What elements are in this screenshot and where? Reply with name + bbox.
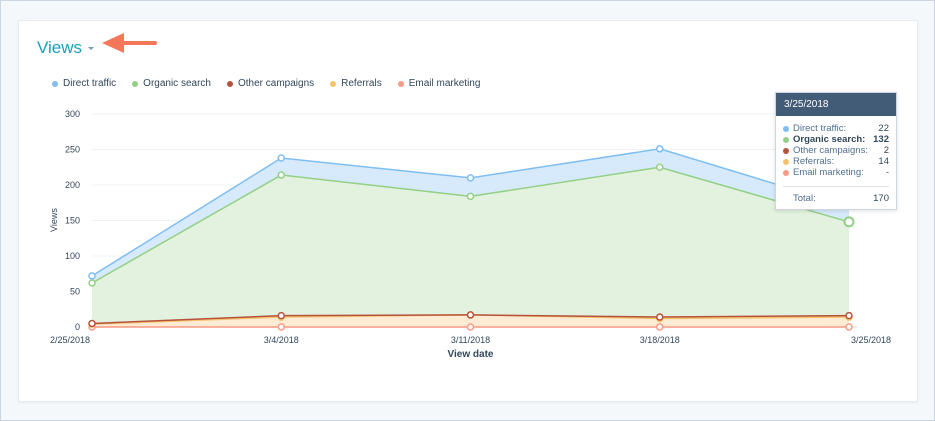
area-organic <box>92 167 849 324</box>
tooltip-row-other: Other campaigns: 2 <box>776 145 896 156</box>
tooltip-row-email: Email marketing: - <box>776 167 896 178</box>
point-organic <box>466 192 475 201</box>
legend-label: Referrals <box>341 78 382 89</box>
legend-item-email[interactable]: Email marketing <box>397 78 481 89</box>
y-tick-label: 250 <box>65 145 80 155</box>
point-organic <box>843 216 855 228</box>
x-tick-label: 3/4/2018 <box>264 335 299 345</box>
legend-label: Email marketing <box>408 78 481 89</box>
legend-dot-email <box>397 80 404 87</box>
tooltip-row-direct: Direct traffic: 22 <box>776 123 896 134</box>
y-tick-label: 50 <box>70 287 80 297</box>
tooltip-label: Organic search: <box>793 134 866 145</box>
tooltip-value: 14 <box>878 156 889 167</box>
legend-item-referrals[interactable]: Referrals <box>330 78 382 89</box>
tooltip-row-referrals: Referrals: 14 <box>776 156 896 167</box>
point-email <box>277 323 285 331</box>
point-organic <box>656 163 664 171</box>
tooltip-label: Email marketing: <box>793 167 864 178</box>
x-tick-label: 3/25/2018 <box>851 335 891 345</box>
y-tick-label: 150 <box>65 216 80 226</box>
tooltip-label: Other campaigns: <box>793 145 868 156</box>
legend-item-organic[interactable]: Organic search <box>132 78 211 89</box>
tooltip-divider <box>783 186 889 187</box>
chart-tooltip: 3/25/2018 Direct traffic: 22 Organic sear… <box>775 92 897 210</box>
point-other <box>845 311 853 320</box>
arrow-icon <box>102 33 157 53</box>
y-axis-label: Views <box>49 208 59 232</box>
point-other <box>277 311 285 320</box>
tooltip-total-value: 170 <box>873 193 889 204</box>
tooltip-row-organic: Organic search: 132 <box>776 134 896 145</box>
tooltip-dot <box>783 147 789 154</box>
legend-item-other[interactable]: Other campaigns <box>226 78 315 89</box>
caret-down-icon[interactable] <box>88 47 94 50</box>
point-other <box>466 311 475 319</box>
tooltip-value: 2 <box>883 145 889 156</box>
x-tick-label: 2/25/2018 <box>50 335 90 345</box>
point-direct <box>277 154 285 162</box>
tooltip-total-label: Total: <box>793 193 816 204</box>
legend-dot-organic <box>132 80 139 87</box>
views-dropdown[interactable]: Views <box>37 38 83 57</box>
legend-label: Direct traffic <box>63 78 117 89</box>
tooltip-dot <box>783 158 789 165</box>
point-direct <box>466 174 475 182</box>
tooltip-value: 22 <box>878 123 889 134</box>
tooltip-label: Referrals: <box>793 156 835 167</box>
y-tick-label: 200 <box>65 180 80 190</box>
tooltip-dot <box>783 125 789 132</box>
point-other <box>656 313 664 321</box>
tooltip-total: Total: 170 <box>776 193 896 204</box>
x-tick-label: 3/11/2018 <box>451 335 490 345</box>
y-tick-label: 0 <box>75 322 80 332</box>
point-email <box>656 323 664 331</box>
tooltip-label: Direct traffic: <box>793 123 847 134</box>
chart-legend: Direct traffic Organic search Other camp… <box>52 78 480 89</box>
legend-label: Other campaigns <box>237 78 315 89</box>
point-organic <box>277 171 285 179</box>
point-email <box>845 323 853 331</box>
legend-dot-other <box>226 80 233 87</box>
y-tick-label: 300 <box>65 109 80 119</box>
tooltip-dot <box>783 136 789 143</box>
point-other <box>88 319 96 328</box>
point-email <box>466 323 475 331</box>
tooltip-dot <box>783 169 789 176</box>
legend-item-direct[interactable]: Direct traffic <box>52 78 116 89</box>
point-organic <box>88 279 96 287</box>
tooltip-value: 132 <box>873 134 889 145</box>
tooltip-value: - <box>885 167 889 178</box>
legend-dot-referrals <box>330 80 337 87</box>
legend-dot-direct <box>52 80 58 87</box>
point-direct <box>88 272 96 280</box>
point-direct <box>656 145 664 153</box>
legend-label: Organic search <box>143 78 211 89</box>
x-tick-label: 3/18/2018 <box>640 335 680 345</box>
tooltip-date: 3/25/2018 <box>776 93 896 116</box>
x-axis-label: View date <box>448 349 494 360</box>
y-tick-label: 100 <box>65 251 80 261</box>
